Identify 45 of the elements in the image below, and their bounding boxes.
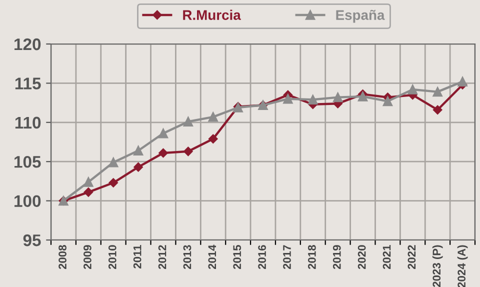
legend-label: España	[336, 10, 385, 23]
x-tick-label: 2008	[58, 245, 66, 270]
y-tick-label: 105	[14, 156, 41, 168]
point	[283, 94, 293, 104]
point	[84, 177, 94, 187]
y-tick-label: 95	[23, 234, 41, 246]
point	[208, 112, 218, 122]
x-tick-label: 2013	[183, 245, 192, 270]
point	[158, 128, 168, 138]
x-tick-label: 2017	[283, 245, 291, 270]
x-tick-label: 2016	[258, 245, 266, 270]
x-tick-label: 2020	[358, 245, 366, 270]
point	[382, 96, 393, 106]
y-tick-label: 115	[15, 78, 41, 90]
legend-label: R.Murcia	[183, 10, 241, 20]
x-tick-label: 2018	[308, 245, 316, 270]
x-tick-label: 2021	[382, 245, 391, 270]
x-tick-label: 2015	[233, 245, 242, 270]
point	[133, 146, 144, 156]
x-tick-label: 2014	[208, 244, 216, 270]
point	[134, 162, 143, 172]
y-tick-label: 100	[14, 195, 41, 208]
point	[332, 92, 343, 102]
point	[208, 134, 218, 144]
point	[358, 92, 368, 102]
x-tick-label: 2012	[158, 245, 166, 270]
x-tick-label: 2010	[108, 245, 116, 270]
x-tick-label: 2023 (P)	[432, 245, 443, 287]
point	[408, 84, 418, 94]
point	[183, 116, 194, 126]
y-tick-label: 110	[15, 116, 41, 129]
x-tick-label: 2009	[84, 245, 92, 270]
point	[308, 94, 318, 105]
point	[158, 148, 168, 158]
y-tick-label: 120	[14, 38, 41, 50]
point	[84, 188, 94, 197]
x-tick-label: 2011	[133, 245, 142, 268]
x-tick-label: 2019	[332, 245, 341, 270]
point	[432, 105, 442, 114]
x-tick-label: 2022	[408, 245, 416, 270]
point	[108, 158, 118, 168]
point	[432, 86, 442, 97]
point	[458, 76, 468, 86]
point	[184, 146, 193, 156]
point	[108, 178, 118, 188]
